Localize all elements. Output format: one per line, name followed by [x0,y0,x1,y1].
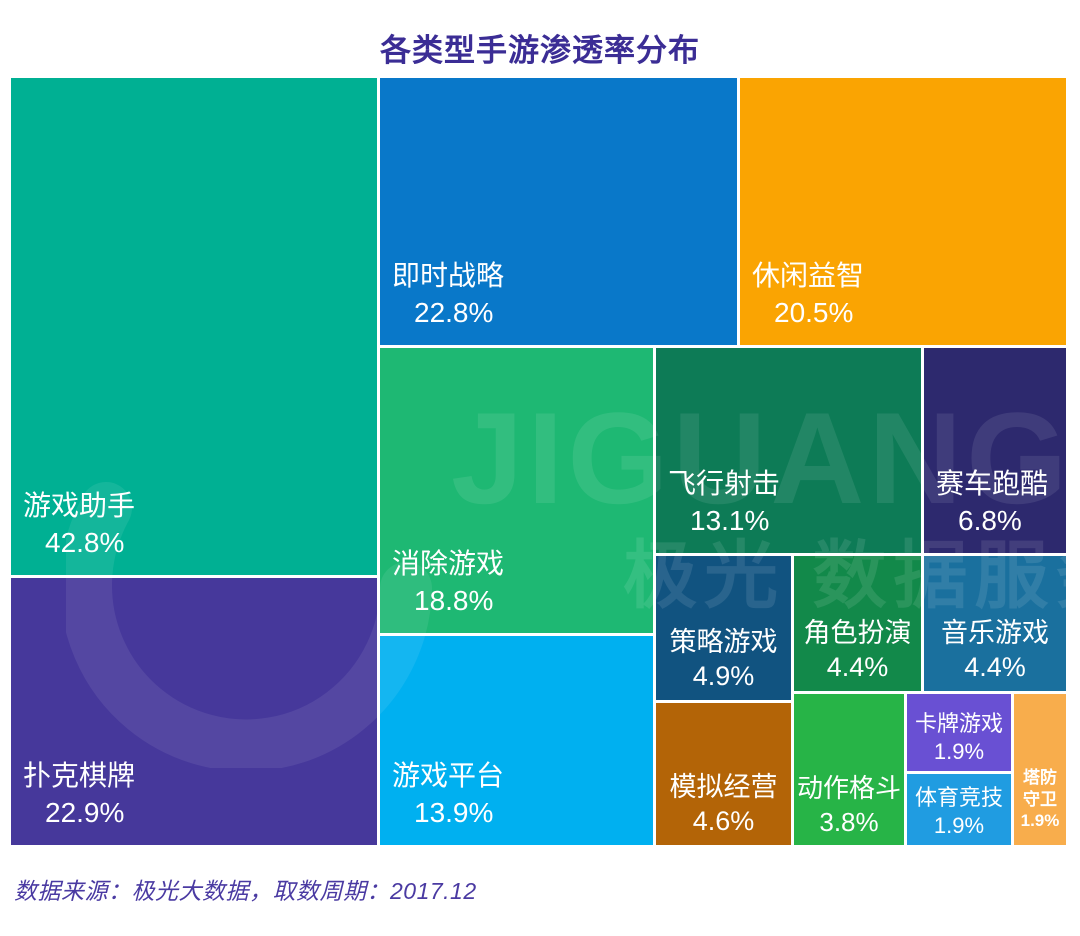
tile-strategy: 策略游戏 4.9% [656,556,791,700]
tile-label: 模拟经营 [669,771,778,802]
tile-value: 1.9% [933,812,985,838]
tile-value: 1.9% [933,738,985,764]
tile-value: 20.5% [774,297,854,329]
treemap-chart: 游戏助手 42.8% 扑克棋牌 22.9% 即时战略 22.8% 休闲益智 20… [11,78,1080,845]
tile-action-fighting: 动作格斗 3.8% [794,694,904,845]
page-title: 各类型手游渗透率分布 [380,33,700,68]
tile-label: 角色扮演 [803,617,912,648]
tile-casual-puzzle: 休闲益智 20.5% [740,78,1066,345]
tile-label: 策略游戏 [669,626,778,657]
tile-value: 4.4% [964,652,1026,683]
tile-value: 18.8% [414,585,494,617]
tile-label: 音乐游戏 [941,617,1049,648]
tile-label: 扑克棋牌 [23,760,136,792]
tile-game-assistant: 游戏助手 42.8% [11,78,377,575]
tile-label: 休闲益智 [752,260,865,292]
tile-label: 游戏平台 [392,760,505,792]
tile-rpg: 角色扮演 4.4% [794,556,921,691]
tile-label: 动作格斗 [796,773,901,804]
tile-value: 6.8% [958,505,1022,537]
tile-value: 22.8% [414,297,494,329]
tile-value: 22.9% [45,797,125,829]
tile-label: 游戏助手 [23,490,136,522]
tile-value: 4.6% [692,806,755,837]
tile-value: 1.9% [1020,811,1060,831]
tile-sports: 体育竞技 1.9% [907,774,1011,845]
tile-game-platform: 游戏平台 13.9% [380,636,653,845]
tile-racing-parkour: 赛车跑酷 6.8% [924,348,1066,553]
tile-flight-shooting: 飞行射击 13.1% [656,348,921,553]
tile-label: 塔防守卫 [1023,767,1057,809]
data-source-note: 数据来源：极光大数据，取数周期：2017.12 [14,878,477,904]
tile-value: 13.1% [690,505,770,537]
tile-simulation: 模拟经营 4.6% [656,703,791,845]
tile-label: 卡牌游戏 [914,710,1003,736]
tile-match-elimination: 消除游戏 18.8% [380,348,653,633]
tile-label: 体育竞技 [914,784,1003,810]
tile-tower-defense: 塔防守卫 1.9% [1014,694,1066,845]
tile-value: 3.8% [819,806,879,837]
tile-label: 消除游戏 [392,548,505,580]
tile-label: 赛车跑酷 [936,468,1049,500]
tile-poker-chess: 扑克棋牌 22.9% [11,578,377,845]
tile-label: 即时战略 [392,260,505,292]
tile-value: 42.8% [45,527,125,559]
tile-music-game: 音乐游戏 4.4% [924,556,1066,691]
tile-value: 4.4% [826,652,889,683]
tile-rts: 即时战略 22.8% [380,78,737,345]
tile-value: 4.9% [692,661,755,692]
tile-label: 飞行射击 [668,468,781,500]
tile-value: 13.9% [414,797,494,829]
tile-card-game: 卡牌游戏 1.9% [907,694,1011,771]
